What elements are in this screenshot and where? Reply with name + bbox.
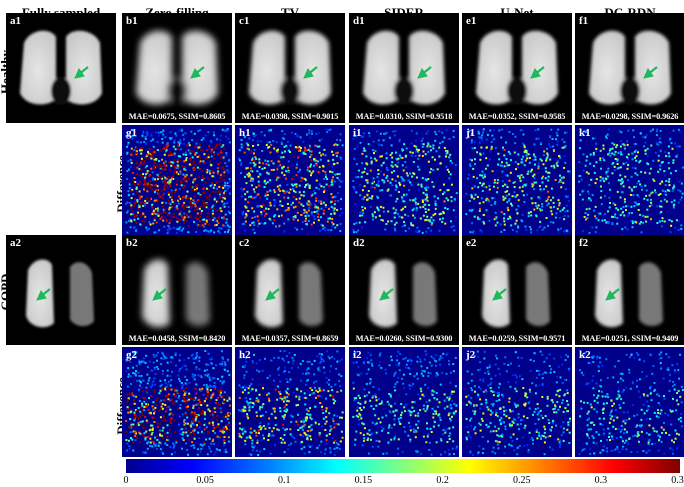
panel-g2: g2 — [122, 347, 232, 457]
panel-label-c2: c2 — [239, 237, 250, 249]
colorbar-tick-label: 0.25 — [512, 475, 531, 486]
panel-label-b2: b2 — [126, 237, 138, 249]
arrow-icon — [152, 288, 167, 301]
panel-label-k2: k2 — [579, 349, 591, 361]
panel-e2: e2 MAE=0.0259, SSIM=0.9571 — [462, 235, 572, 345]
colorbar-tick-label: 0.05 — [196, 475, 214, 486]
panel-label-b1: b1 — [126, 15, 138, 27]
metric-b2: MAE=0.0458, SSIM=0.8420 — [128, 334, 226, 343]
panel-label-a1: a1 — [10, 15, 21, 27]
panel-j2: j2 — [462, 347, 572, 457]
panel-label-f1: f1 — [579, 15, 589, 27]
arrow-icon — [530, 66, 545, 79]
panel-i1: i1 — [349, 125, 459, 235]
arrow-icon — [190, 66, 205, 79]
arrow-icon — [492, 288, 507, 301]
panel-c2: c2 MAE=0.0357, SSIM=0.8659 — [235, 235, 345, 345]
colorbar-tick-label: 0.2 — [436, 475, 449, 486]
panel-k2: k2 — [575, 347, 684, 457]
panel-a1: a1 — [6, 13, 116, 123]
panel-e1: e1 MAE=0.0352, SSIM=0.9585 — [462, 13, 572, 123]
panel-k1: k1 — [575, 125, 684, 235]
panel-label-h2: h2 — [239, 349, 251, 361]
metric-d2: MAE=0.0260, SSIM=0.9300 — [355, 334, 453, 343]
panel-label-g2: g2 — [126, 349, 137, 361]
arrow-icon — [303, 66, 318, 79]
colorbar-tick-label: 0.35 — [671, 475, 684, 486]
metric-c2: MAE=0.0357, SSIM=0.8659 — [241, 334, 339, 343]
panel-label-d1: d1 — [353, 15, 365, 27]
panel-b1: b1 MAE=0.0675, SSIM=0.8605 — [122, 13, 232, 123]
panel-label-j2: j2 — [466, 349, 476, 361]
colorbar-tick-label: 0.3 — [594, 475, 608, 486]
panel-h2: h2 — [235, 347, 345, 457]
arrow-icon — [36, 288, 51, 301]
panel-label-i2: i2 — [353, 349, 362, 361]
panel-f1: f1 MAE=0.0298, SSIM=0.9626 — [575, 13, 684, 123]
panel-j1: j1 — [462, 125, 572, 235]
metric-e2: MAE=0.0259, SSIM=0.9571 — [468, 334, 566, 343]
panel-b2: b2 MAE=0.0458, SSIM=0.8420 — [122, 235, 232, 345]
panel-label-g1: g1 — [126, 127, 137, 139]
arrow-icon — [379, 288, 394, 301]
arrow-icon — [417, 66, 432, 79]
panel-d1: d1 MAE=0.0310, SSIM=0.9518 — [349, 13, 459, 123]
panel-label-e1: e1 — [466, 15, 477, 27]
colorbar-tick-label: 0.15 — [354, 475, 373, 486]
panel-g1: g1 — [122, 125, 232, 235]
panel-i2: i2 — [349, 347, 459, 457]
colorbar-tick-label: 0.1 — [278, 475, 291, 486]
panel-label-c1: c1 — [239, 15, 250, 27]
panel-label-k1: k1 — [579, 127, 591, 139]
metric-e1: MAE=0.0352, SSIM=0.9585 — [468, 112, 566, 121]
panel-a2: a2 — [6, 235, 116, 345]
metric-c1: MAE=0.0398, SSIM=0.9015 — [241, 112, 339, 121]
panel-label-e2: e2 — [466, 237, 477, 249]
panel-f2: f2 MAE=0.0251, SSIM=0.9409 — [575, 235, 684, 345]
arrow-icon — [74, 66, 89, 79]
metric-d1: MAE=0.0310, SSIM=0.9518 — [355, 112, 453, 121]
metric-f2: MAE=0.0251, SSIM=0.9409 — [581, 334, 679, 343]
colorbar-tick-label: 0 — [123, 475, 129, 486]
colorbar — [126, 459, 680, 473]
panel-label-d2: d2 — [353, 237, 365, 249]
panel-label-i1: i1 — [353, 127, 362, 139]
arrow-icon — [643, 66, 658, 79]
metric-b1: MAE=0.0675, SSIM=0.8605 — [128, 112, 226, 121]
panel-d2: d2 MAE=0.0260, SSIM=0.9300 — [349, 235, 459, 345]
arrow-icon — [265, 288, 280, 301]
metric-f1: MAE=0.0298, SSIM=0.9626 — [581, 112, 679, 121]
panel-label-h1: h1 — [239, 127, 251, 139]
panel-label-j1: j1 — [466, 127, 476, 139]
arrow-icon — [605, 288, 620, 301]
panel-h1: h1 — [235, 125, 345, 235]
panel-label-a2: a2 — [10, 237, 21, 249]
panel-c1: c1 MAE=0.0398, SSIM=0.9015 — [235, 13, 345, 123]
panel-label-f2: f2 — [579, 237, 589, 249]
